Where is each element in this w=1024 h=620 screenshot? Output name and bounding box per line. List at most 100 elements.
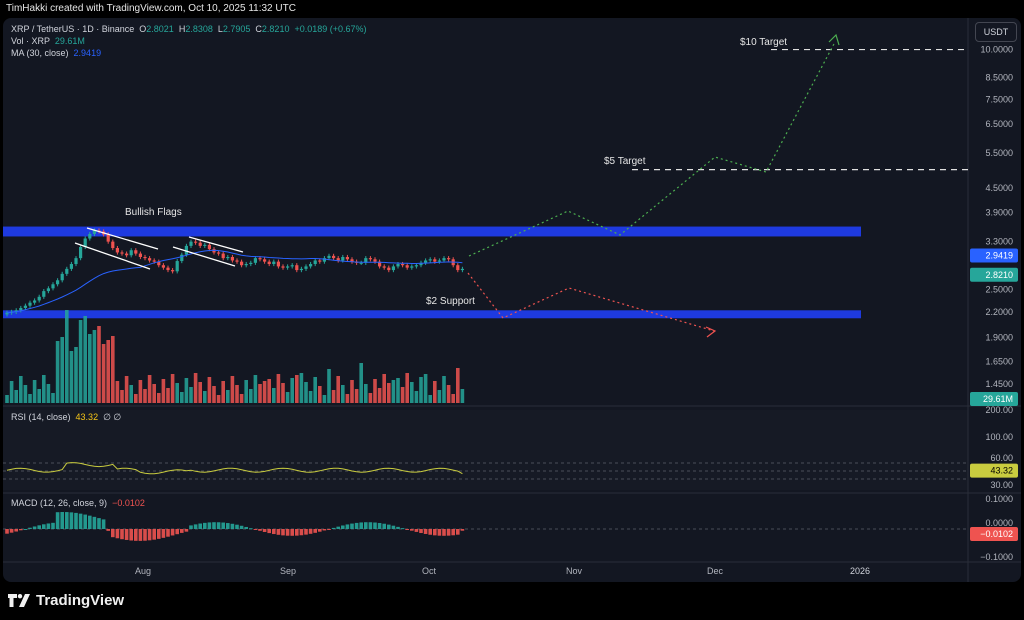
volume-bar <box>318 386 322 403</box>
volume-bar <box>92 330 97 403</box>
bullish-projection-path <box>468 41 836 257</box>
macd-histogram-bar <box>391 525 396 529</box>
price-tick-label: 1.9000 <box>985 332 1013 342</box>
volume-bar <box>456 368 460 403</box>
macd-histogram-bar <box>46 523 51 529</box>
macd-histogram-bar <box>37 525 41 529</box>
macd-histogram-bar <box>175 529 179 535</box>
legend-ma-row: MA (30, close) 2.9419 <box>11 48 101 58</box>
candle-body <box>148 258 152 261</box>
volume-bar <box>446 385 451 403</box>
candle-body <box>368 258 372 260</box>
volume-bar <box>331 390 336 403</box>
target-10-label: $10 Target <box>740 37 787 48</box>
macd-badge-bg <box>970 527 1018 541</box>
close-value: 2.8210 <box>261 24 290 34</box>
volume-bar <box>327 369 331 403</box>
legend-volume-row: Vol · XRP 29.61M <box>11 36 85 46</box>
macd-histogram-bar <box>373 522 377 529</box>
macd-label[interactable]: MACD (12, 26, close, 9) <box>11 498 108 508</box>
candle-body <box>387 267 391 271</box>
ma-label[interactable]: MA (30, close) <box>11 48 69 58</box>
currency-button[interactable]: USDT <box>975 22 1017 42</box>
volume-bar <box>221 381 225 403</box>
candle-body <box>382 266 386 268</box>
price-chart[interactable]: Bullish Flags $2 Support $5 Target $10 Targ… <box>3 18 1021 582</box>
candle-body <box>203 244 207 246</box>
volume-bar <box>180 392 184 403</box>
candle-body <box>433 259 437 262</box>
candle-body <box>442 258 446 261</box>
symbol-name[interactable]: XRP / TetherUS · 1D · Binance <box>11 24 135 34</box>
candle-body <box>23 305 27 308</box>
volume-bar <box>451 394 455 403</box>
macd-histogram-bar <box>19 529 23 531</box>
chart-frame: Bullish Flags $2 Support $5 Target $10 Targ… <box>3 18 1021 582</box>
candle-body <box>414 265 418 267</box>
volume-bar <box>28 394 32 403</box>
macd-histogram-bar <box>313 529 317 533</box>
candle-body <box>419 262 423 266</box>
macd-histogram-bar <box>267 529 271 534</box>
volume-bar <box>249 389 253 403</box>
volume-bar <box>285 392 290 403</box>
candle-body <box>46 288 50 292</box>
rsi-label[interactable]: RSI (14, close) <box>11 412 71 422</box>
volume-bar <box>88 334 92 403</box>
candle-body <box>276 261 280 267</box>
macd-histogram-bar <box>129 529 133 541</box>
volume-bar <box>69 351 74 403</box>
volume-bar <box>65 310 69 403</box>
macd-histogram-bar <box>184 529 189 532</box>
volume-bar <box>272 388 276 403</box>
volume-bar <box>14 390 18 403</box>
volume-bar <box>143 389 147 403</box>
macd-histogram-bar <box>400 528 405 530</box>
volume-bar <box>308 391 313 403</box>
macd-histogram-bar <box>189 525 193 529</box>
volume-bar <box>74 347 78 403</box>
rsi-value: 43.32 <box>75 412 99 422</box>
bullish-flags-label: Bullish Flags <box>125 207 182 218</box>
macd-histogram-bar <box>115 529 120 539</box>
macd-histogram-bar <box>9 529 14 533</box>
macd-histogram-bar <box>65 512 69 529</box>
volume-bar <box>170 374 175 403</box>
candle-body <box>37 296 41 301</box>
volume-bar <box>359 363 363 403</box>
price-tick-label: 4.5000 <box>985 183 1013 193</box>
macd-histogram-bar <box>387 524 391 529</box>
candle-body <box>359 262 363 264</box>
rsi-badge: 43.32 <box>990 466 1013 476</box>
macd-histogram-bar <box>216 522 221 529</box>
volume-bar <box>258 384 262 403</box>
volume-label[interactable]: Vol · XRP <box>11 36 50 46</box>
candle-body <box>396 264 400 267</box>
candle-body <box>267 261 271 265</box>
candle-body <box>221 253 225 259</box>
volume-bar <box>322 395 327 403</box>
volume-bar <box>354 389 359 403</box>
volume-bar <box>147 375 152 403</box>
candle-body <box>373 259 377 262</box>
macd-histogram-bar <box>327 529 331 530</box>
volume-bar <box>433 381 437 403</box>
open-value: 2.8021 <box>146 24 174 34</box>
macd-histogram-bar <box>42 524 46 529</box>
macd-histogram-bar <box>437 529 442 536</box>
rsi-extra: ∅ ∅ <box>103 412 122 422</box>
rsi-tick-label: 100.00 <box>985 432 1013 442</box>
price-tick-label: 3.9000 <box>985 208 1013 218</box>
tradingview-logo: TradingView <box>8 592 124 609</box>
volume-bar <box>19 376 23 403</box>
close-label: C <box>255 24 262 34</box>
candle-body <box>249 262 253 265</box>
legend-symbol-row: XRP / TetherUS · 1D · Binance O2.8021 H2… <box>11 24 367 34</box>
macd-histogram-bar <box>106 529 110 531</box>
low-value: 2.7905 <box>222 24 251 34</box>
volume-bar <box>419 377 423 403</box>
macd-histogram-bar <box>78 513 83 529</box>
candle-body <box>428 259 432 261</box>
volume-bar <box>276 374 281 403</box>
macd-histogram-bar <box>442 529 446 536</box>
